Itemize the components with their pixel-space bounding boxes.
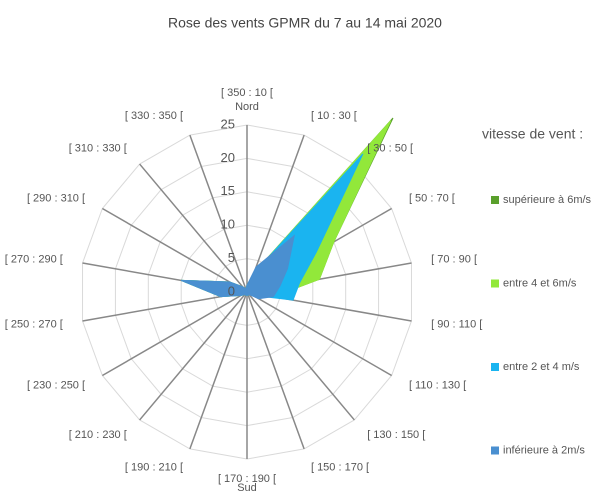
category-label: [ 110 : 130 [ [409, 379, 466, 391]
spoke [101, 207, 248, 293]
category-label: [ 90 : 110 [ [431, 318, 482, 330]
legend-label: entre 2 et 4 m/s [503, 361, 580, 373]
annotation: Nord [235, 101, 259, 113]
category-label: [ 270 : 290 [ [5, 253, 63, 265]
spoke [246, 291, 393, 377]
spoke [246, 291, 355, 421]
tick-label: 20 [221, 150, 235, 165]
spoke [189, 134, 248, 293]
chart-title: Rose des vents GPMR du 7 au 14 mai 2020 [168, 15, 442, 31]
category-label: [ 250 : 270 [ [5, 318, 63, 330]
category-label: [ 190 : 210 [ [125, 462, 183, 474]
spoke [139, 291, 248, 421]
radar-area [181, 234, 296, 300]
spoke [246, 291, 305, 450]
legend-title: vitesse de vent : [482, 126, 583, 142]
legend-swatch [491, 363, 499, 371]
annotation: Sud [237, 482, 257, 493]
tick-label: 15 [221, 183, 235, 198]
legend-swatch [491, 196, 499, 204]
tick-label: 10 [221, 217, 235, 232]
legend-label: inférieure à 2m/s [503, 444, 585, 456]
tick-label: 25 [221, 116, 235, 131]
category-label: [ 10 : 30 [ [311, 110, 357, 122]
legend-label: supérieure à 6m/s [503, 194, 592, 206]
labels: supérieure à 6m/s entre 4 et 6m/s entre 2 … [5, 87, 592, 493]
legend-label: entre 4 et 6m/s [503, 277, 577, 289]
category-label: [ 150 : 170 [ [311, 462, 369, 474]
category-label: [ 130 : 150 [ [367, 429, 425, 441]
category-label: [ 290 : 310 [ [27, 192, 85, 204]
legend-swatch [491, 446, 499, 455]
category-label: [ 210 : 230 [ [69, 429, 127, 441]
areas [181, 117, 394, 301]
spoke [246, 134, 305, 293]
category-label: [ 310 : 330 [ [69, 143, 127, 155]
spoke [82, 291, 248, 322]
category-label: [ 230 : 250 [ [27, 379, 85, 391]
spoke [139, 163, 248, 293]
category-label: [ 50 : 70 [ [409, 192, 455, 204]
category-label: [ 330 : 350 [ [125, 110, 183, 122]
category-label: [ 170 : 190 [ [218, 473, 276, 485]
spoke [189, 291, 248, 450]
tick-label: 5 [228, 250, 235, 265]
category-label: [ 350 : 10 [ [221, 87, 273, 99]
spoke [101, 291, 248, 377]
category-label: [ 30 : 50 [ [367, 143, 413, 155]
tick-label: 0 [228, 283, 235, 298]
legend-swatch [491, 279, 499, 288]
category-label: [ 70 : 90 [ [431, 253, 477, 265]
